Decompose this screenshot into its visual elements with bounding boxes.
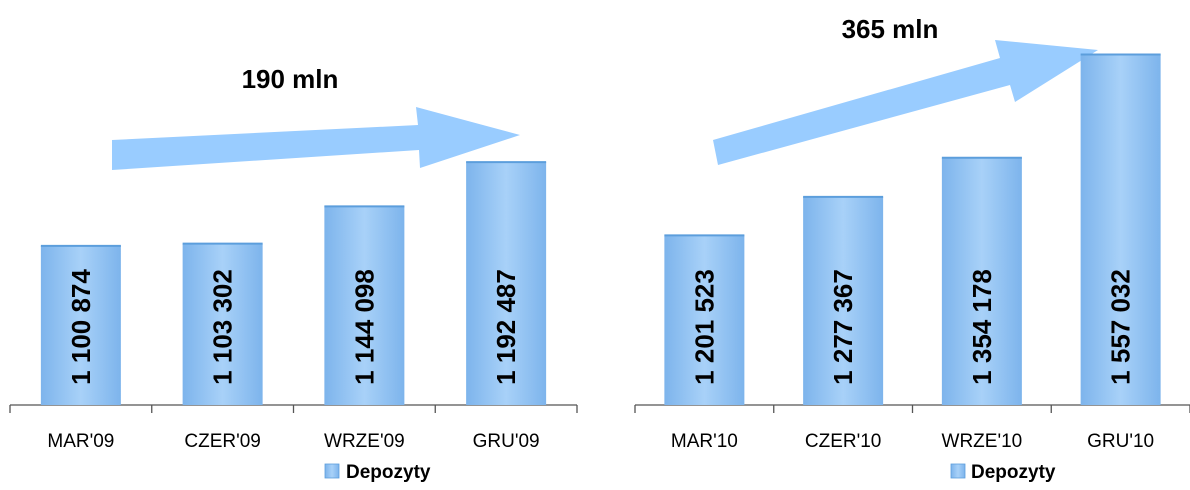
x-tick-label: MAR'10	[671, 431, 738, 452]
bar	[1080, 54, 1161, 406]
chart-2009: 190 mln 1 100 874 MAR'09 1 103 302 CZER'09 1 …	[9, 64, 578, 483]
growth-annotation: 190 mln	[242, 64, 339, 94]
bar	[803, 196, 884, 405]
legend-label: Depozyty	[971, 462, 1056, 483]
bar	[40, 245, 121, 405]
value-label: 1 201 523	[689, 269, 719, 385]
bar	[466, 162, 547, 405]
bar	[324, 206, 405, 405]
trend-arrow	[112, 107, 520, 170]
x-tick-label: WRZE'09	[324, 431, 405, 452]
value-label: 1 354 178	[967, 269, 997, 385]
legend-swatch	[950, 463, 966, 479]
value-label: 1 277 367	[828, 269, 858, 385]
trend-arrow	[713, 40, 1098, 165]
bar	[664, 235, 745, 405]
legend-swatch	[324, 463, 340, 479]
legend-label: Depozyty	[346, 462, 431, 483]
x-tick-label: GRU'10	[1087, 431, 1154, 452]
x-tick-label: MAR'09	[47, 431, 114, 452]
value-label: 1 100 874	[66, 269, 96, 385]
bar	[182, 243, 263, 405]
x-tick-label: CZER'09	[184, 431, 260, 452]
value-label: 1 557 032	[1106, 269, 1136, 385]
value-label: 1 144 098	[349, 269, 379, 385]
value-label: 1 103 302	[208, 269, 238, 385]
x-tick-label: WRZE'10	[942, 431, 1023, 452]
growth-annotation: 365 mln	[842, 14, 939, 44]
x-tick-label: CZER'10	[805, 431, 881, 452]
chart-2010: 365 mln 1 201 523 MAR'10 1 277 367 CZER'10 1 …	[634, 14, 1190, 483]
x-tick-label: GRU'09	[473, 431, 540, 452]
bar	[941, 157, 1022, 405]
value-label: 1 192 487	[491, 269, 521, 385]
